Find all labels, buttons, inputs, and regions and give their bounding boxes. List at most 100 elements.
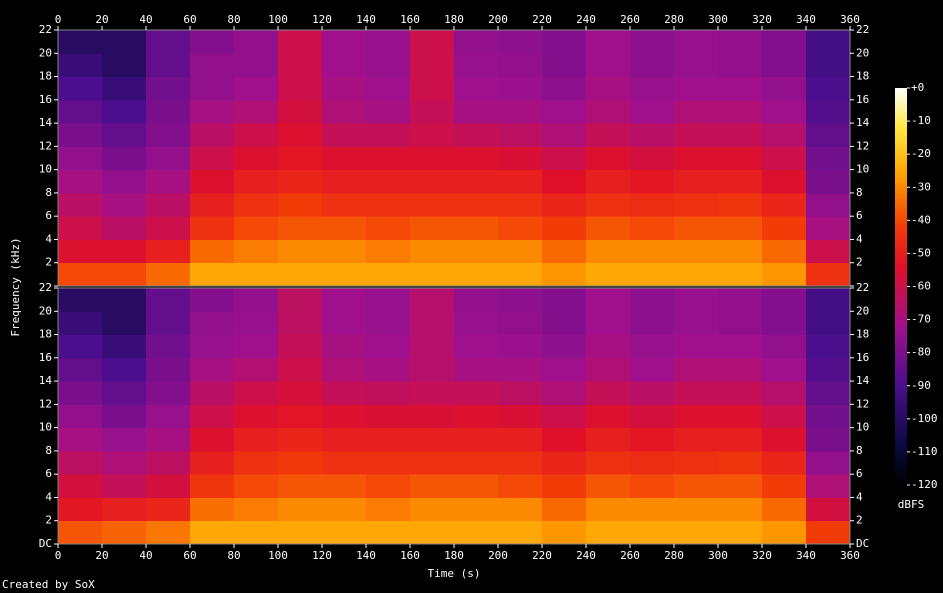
spectrogram-cell — [102, 381, 147, 405]
y-tick-label: 14 — [856, 116, 870, 129]
spectrogram-cell — [410, 357, 455, 382]
spectrogram-cell — [190, 311, 235, 336]
spectrogram-cell — [58, 497, 103, 522]
spectrogram-cell — [278, 288, 323, 312]
spectrogram-cell — [58, 123, 103, 147]
spectrogram-cell — [762, 334, 807, 359]
spectrogram-cell — [278, 311, 323, 336]
spectrogram-cell — [410, 311, 455, 336]
spectrogram-cell — [278, 216, 323, 240]
y-tick-label: 10 — [856, 163, 869, 176]
spectrogram-cell — [762, 357, 807, 382]
spectrogram-cell — [806, 404, 851, 429]
spectrogram-cell — [498, 381, 543, 405]
spectrogram-cell — [58, 450, 103, 475]
spectrogram-cell — [806, 123, 851, 147]
spectrogram-cell — [146, 76, 191, 101]
y-axis-label: Frequency (kHz) — [9, 237, 22, 336]
spectrogram-cell — [586, 123, 631, 147]
spectrogram-cell — [630, 192, 675, 217]
spectrogram-cell — [454, 192, 499, 217]
spectrogram-cell — [674, 427, 719, 452]
spectrogram-cell — [498, 146, 543, 171]
y-tick-label: 2 — [45, 514, 52, 527]
x-tick-label: 220 — [532, 549, 552, 562]
spectrogram-cell — [674, 192, 719, 217]
spectrogram-cell — [322, 192, 367, 217]
x-tick-label: 60 — [183, 13, 196, 26]
spectrogram-cell — [586, 334, 631, 359]
spectrogram-cell — [322, 450, 367, 475]
spectrogram-cell — [366, 53, 411, 78]
y-tick-label: 14 — [856, 374, 870, 387]
spectrogram-cell — [630, 216, 675, 240]
spectrogram-cell — [630, 311, 675, 336]
spectrogram-cell — [762, 427, 807, 452]
x-tick-label: 80 — [227, 549, 240, 562]
spectrogram-cell — [718, 146, 763, 171]
spectrogram-cell — [366, 334, 411, 359]
spectrogram-cell — [806, 239, 851, 264]
spectrogram-cell — [718, 288, 763, 312]
spectrogram-cell — [410, 427, 455, 452]
spectrogram-cell — [718, 334, 763, 359]
spectrogram-cell — [586, 76, 631, 101]
spectrogram-cell — [234, 216, 279, 240]
x-tick-label: 100 — [268, 13, 288, 26]
colorbar-tick-label: -70 — [911, 313, 931, 326]
x-tick-label: 20 — [95, 13, 108, 26]
spectrogram-cell — [322, 288, 367, 312]
spectrogram-cell — [146, 427, 191, 452]
spectrogram-cell — [58, 99, 103, 124]
colorbar-tick-label: -80 — [911, 346, 931, 359]
spectrogram-cell — [762, 216, 807, 240]
spectrogram-cell — [586, 169, 631, 194]
spectrogram-cell — [146, 216, 191, 240]
spectrogram-cell — [586, 474, 631, 498]
spectrogram-cell — [190, 30, 235, 54]
y-tick-label: 16 — [856, 351, 869, 364]
spectrogram-cell — [366, 169, 411, 194]
x-tick-label: 120 — [312, 549, 332, 562]
spectrogram-cell — [366, 146, 411, 171]
spectrogram-cell — [58, 30, 103, 54]
x-tick-label: 100 — [268, 549, 288, 562]
spectrogram-cell — [762, 169, 807, 194]
spectrogram-cell — [190, 334, 235, 359]
footer: Created by SoX — [2, 578, 95, 591]
spectrogram-cell — [718, 262, 763, 287]
spectrogram-cell — [718, 53, 763, 78]
spectrogram-cell — [234, 450, 279, 475]
y-tick-label: 6 — [856, 209, 863, 222]
spectrogram-cell — [58, 357, 103, 382]
spectrogram-cell — [190, 192, 235, 217]
x-tick-label: 120 — [312, 13, 332, 26]
y-tick-label: 6 — [856, 467, 863, 480]
spectrogram-cell — [410, 450, 455, 475]
spectrogram-cell — [630, 288, 675, 312]
spectrogram-cell — [718, 99, 763, 124]
spectrogram-cell — [630, 169, 675, 194]
spectrogram-cell — [674, 497, 719, 522]
spectrogram-cell — [630, 76, 675, 101]
spectrogram-cell — [190, 520, 235, 545]
spectrogram-cell — [410, 334, 455, 359]
spectrogram-cell — [278, 450, 323, 475]
spectrogram-cell — [146, 404, 191, 429]
spectrogram-cell — [718, 520, 763, 545]
spectrogram-cell — [146, 497, 191, 522]
spectrogram-cell — [234, 99, 279, 124]
spectrogram-cell — [410, 99, 455, 124]
spectrogram-cell — [58, 404, 103, 429]
spectrogram-cell — [454, 334, 499, 359]
spectrogram-cell — [234, 288, 279, 312]
x-tick-label: 200 — [488, 13, 508, 26]
spectrogram-cell — [234, 381, 279, 405]
spectrogram-cell — [190, 381, 235, 405]
spectrogram-cell — [498, 497, 543, 522]
y-tick-label: 14 — [39, 374, 53, 387]
spectrogram-cell — [806, 450, 851, 475]
spectrogram-cell — [542, 288, 587, 312]
y-tick-label: 18 — [39, 70, 52, 83]
spectrogram-cell — [498, 474, 543, 498]
